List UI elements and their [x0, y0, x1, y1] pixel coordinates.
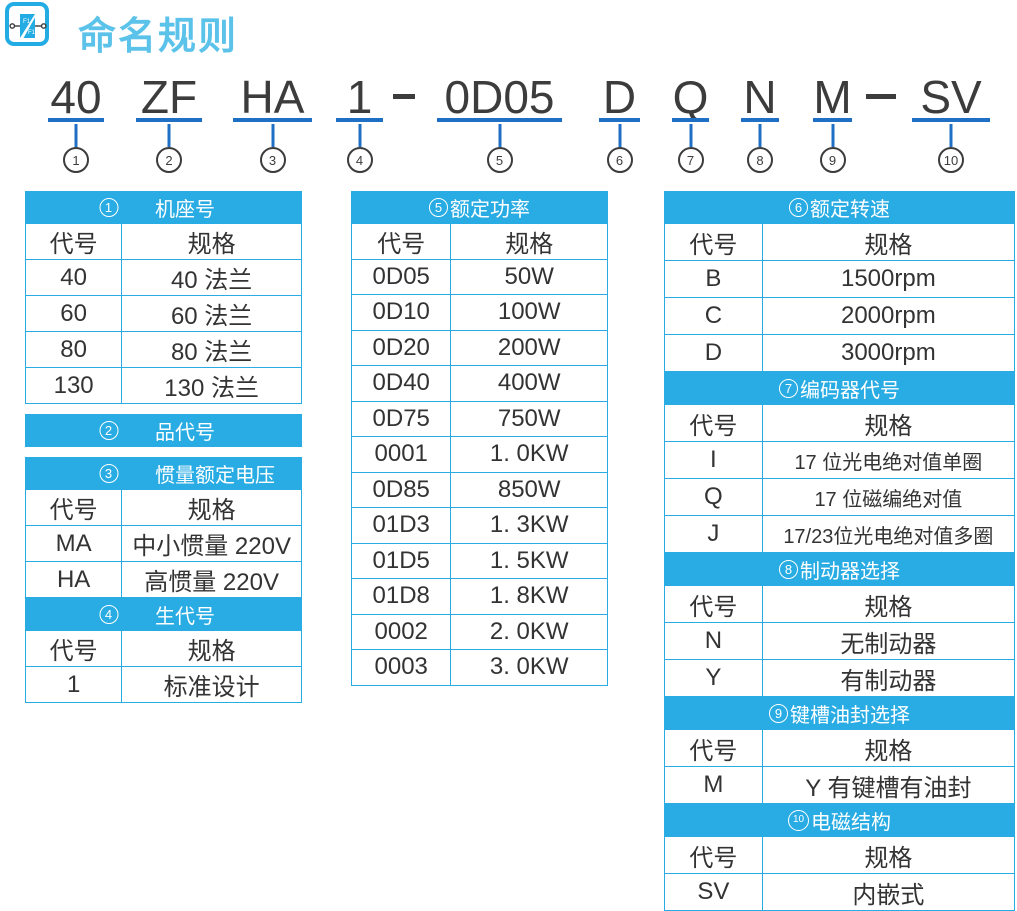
svg-text:F1: F1 — [23, 19, 31, 25]
svg-text:F1: F1 — [28, 30, 36, 36]
